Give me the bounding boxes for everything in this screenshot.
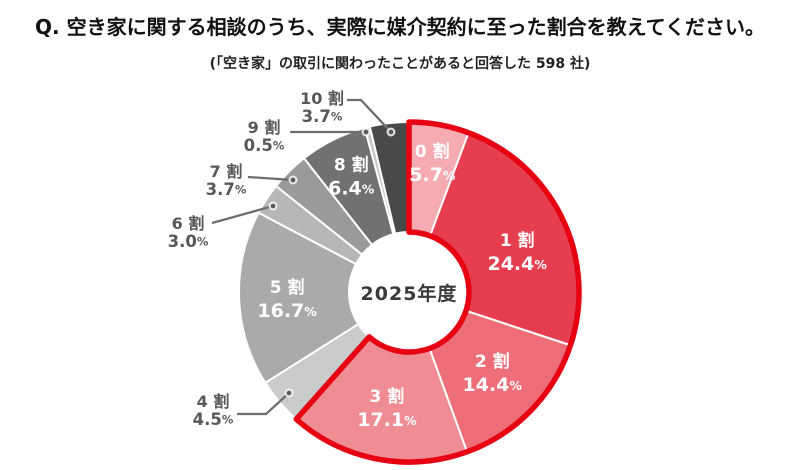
slice-value-2割: 14.4%	[463, 374, 523, 396]
center-year-label: 2025年度	[361, 282, 458, 305]
slice-label-6割: 6 割	[172, 214, 205, 233]
slice-value-1割: 24.4%	[487, 253, 547, 275]
slice-label-9割: 9 割	[248, 118, 281, 137]
callout-line-10割	[347, 98, 392, 133]
slice-value-7割: 3.7%	[206, 180, 247, 199]
callout-dot-4割	[284, 388, 294, 398]
highlight-outline	[293, 119, 582, 465]
callout-line-6割	[211, 204, 274, 225]
slice-value-8割: 6.4%	[328, 178, 375, 200]
sample-note: (「空き家」の取引に関わったことがあると回答した 598 社)	[209, 56, 591, 72]
callout-line-7割	[247, 175, 294, 182]
slice-value-5割: 16.7%	[257, 300, 317, 322]
slice-label-5割: 5 割	[270, 277, 305, 298]
slice-value-6割: 3.0%	[168, 232, 209, 251]
slice-label-2割: 2 割	[475, 351, 510, 372]
slice-value-9割: 0.5%	[244, 136, 285, 155]
slice-label-1割: 1 割	[500, 230, 535, 251]
slice-label-4割: 4 割	[197, 392, 230, 411]
slice-label-3割: 3 割	[370, 386, 405, 407]
page-title: Q. 空き家に関する相談のうち、実際に媒介契約に至った割合を教えてください。	[35, 15, 765, 39]
callout-dot-7割	[288, 175, 298, 185]
slice-label-10割: 10 割	[300, 89, 344, 108]
slice-label-0割: 0 割	[415, 141, 450, 162]
slice-value-10割: 3.7%	[302, 107, 343, 126]
callout-dot-10割	[386, 127, 396, 137]
slice-label-7割: 7 割	[210, 162, 243, 181]
slice-value-4割: 4.5%	[193, 410, 234, 429]
slice-value-3割: 17.1%	[357, 409, 417, 431]
callout-dot-9割	[361, 127, 371, 137]
callout-dot-6割	[268, 201, 278, 211]
slice-value-0割: 5.7%	[409, 164, 456, 186]
slice-5割	[238, 211, 360, 384]
slice-label-8割: 8 割	[334, 155, 369, 176]
callout-line-4割	[237, 392, 290, 416]
